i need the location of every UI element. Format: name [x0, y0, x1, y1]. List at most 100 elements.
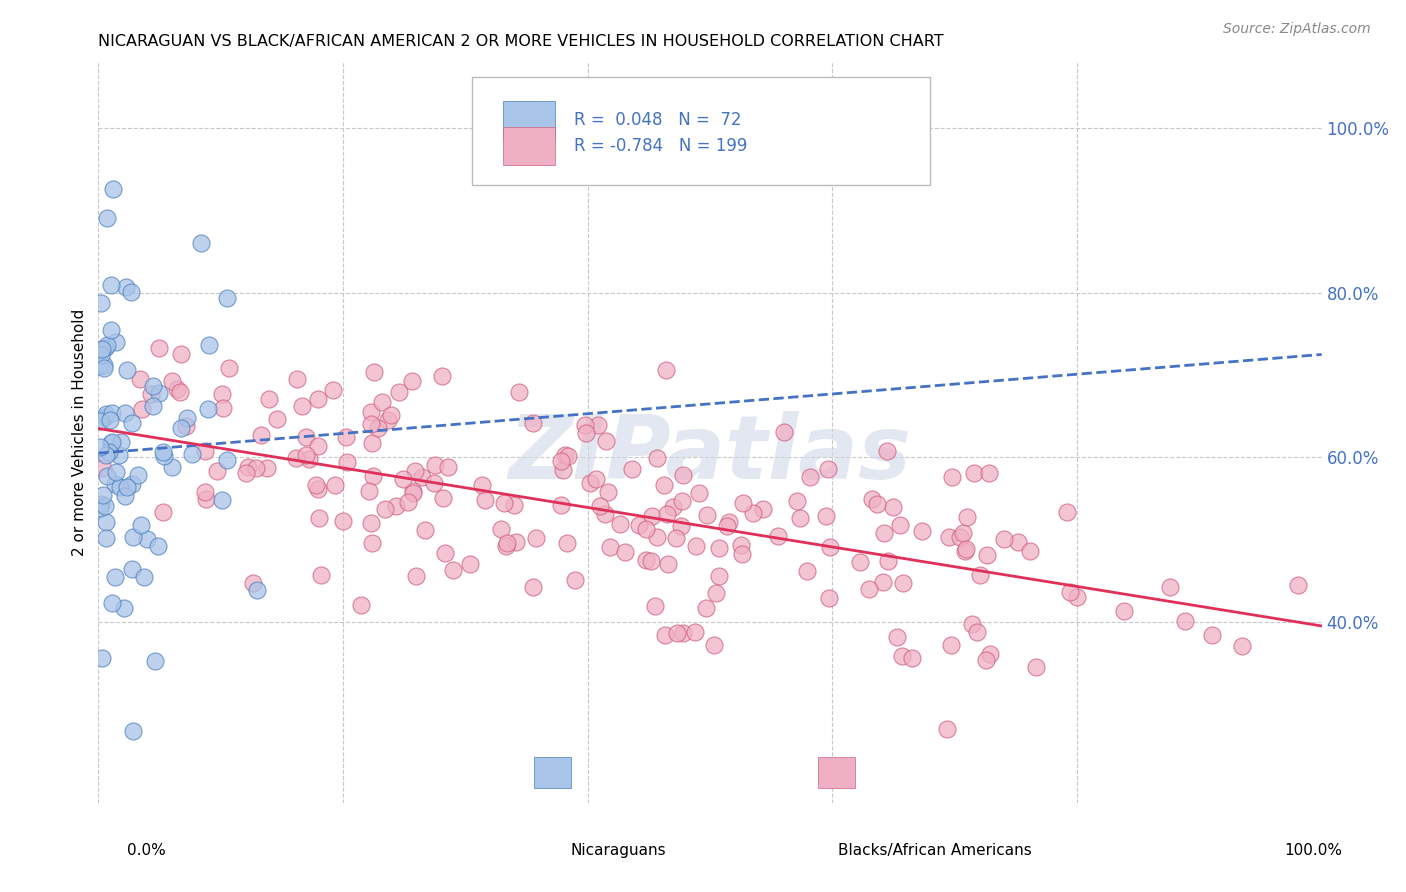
Point — [640, 554, 662, 568]
Point — [143, 654, 166, 668]
Point — [197, 402, 219, 417]
Point — [993, 532, 1015, 546]
Point — [882, 500, 904, 515]
Point — [979, 647, 1001, 661]
Point — [718, 515, 741, 529]
Point — [815, 509, 838, 524]
Point — [332, 514, 354, 528]
Point — [94, 532, 117, 546]
Point — [148, 386, 170, 401]
Point — [685, 539, 707, 553]
Point — [858, 582, 880, 596]
Point — [554, 448, 576, 462]
Point — [952, 525, 974, 540]
Point — [90, 348, 112, 362]
Point — [305, 478, 328, 492]
Point — [703, 638, 725, 652]
Point — [181, 447, 204, 461]
Point — [160, 374, 183, 388]
Point — [114, 489, 136, 503]
Point — [91, 460, 114, 475]
Point — [198, 337, 221, 351]
Point — [595, 434, 617, 449]
Point — [489, 522, 512, 536]
Point — [960, 617, 983, 632]
Point — [98, 413, 121, 427]
Point — [94, 500, 117, 514]
Point — [589, 499, 612, 513]
Point — [492, 496, 515, 510]
Point — [550, 453, 572, 467]
Point — [115, 363, 138, 377]
Point — [148, 341, 170, 355]
Point — [122, 723, 145, 738]
Point — [634, 522, 657, 536]
Point — [585, 472, 607, 486]
Point — [385, 499, 408, 513]
Point — [672, 625, 695, 640]
Point — [91, 488, 114, 502]
Point — [121, 530, 143, 544]
Point — [357, 483, 380, 498]
Point — [405, 569, 427, 583]
Point — [194, 444, 217, 458]
Point — [93, 361, 115, 376]
Point — [634, 553, 657, 567]
Point — [112, 600, 135, 615]
Point — [654, 628, 676, 642]
Point — [291, 399, 314, 413]
Point — [886, 631, 908, 645]
Point — [575, 425, 598, 440]
Point — [211, 492, 233, 507]
Point — [976, 549, 998, 563]
Point — [388, 385, 411, 400]
Point — [142, 379, 165, 393]
Point — [295, 448, 318, 462]
Point — [335, 430, 357, 444]
Point — [120, 285, 142, 300]
Point — [524, 531, 547, 545]
Point — [307, 439, 329, 453]
Point — [101, 597, 124, 611]
Point — [550, 498, 572, 512]
Point — [876, 554, 898, 568]
Point — [496, 535, 519, 549]
Point — [432, 491, 454, 506]
Point — [190, 236, 212, 251]
Point — [142, 399, 165, 413]
Point — [121, 476, 143, 491]
Point — [555, 536, 578, 550]
Point — [640, 509, 662, 524]
Point — [257, 392, 280, 407]
Text: R = -0.784   N = 199: R = -0.784 N = 199 — [574, 137, 748, 155]
Point — [94, 407, 117, 421]
Point — [127, 468, 149, 483]
Point — [1159, 581, 1181, 595]
Point — [90, 651, 112, 665]
Point — [613, 545, 636, 559]
Point — [1066, 591, 1088, 605]
Point — [644, 599, 666, 613]
Point — [309, 568, 332, 582]
Point — [170, 421, 193, 435]
Point — [298, 452, 321, 467]
Point — [360, 404, 382, 418]
Point — [474, 493, 496, 508]
Point — [941, 470, 963, 484]
Point — [104, 334, 127, 349]
Point — [817, 591, 839, 606]
Y-axis label: 2 or more Vehicles in Household: 2 or more Vehicles in Household — [72, 309, 87, 557]
Point — [665, 532, 688, 546]
Point — [773, 425, 796, 440]
Point — [671, 494, 693, 508]
Point — [1059, 585, 1081, 599]
Point — [564, 574, 586, 588]
Point — [377, 413, 399, 427]
Point — [652, 478, 675, 492]
Point — [218, 360, 240, 375]
Point — [709, 568, 731, 582]
Point — [398, 494, 420, 508]
Point — [235, 466, 257, 480]
Point — [434, 545, 457, 559]
Point — [669, 519, 692, 533]
